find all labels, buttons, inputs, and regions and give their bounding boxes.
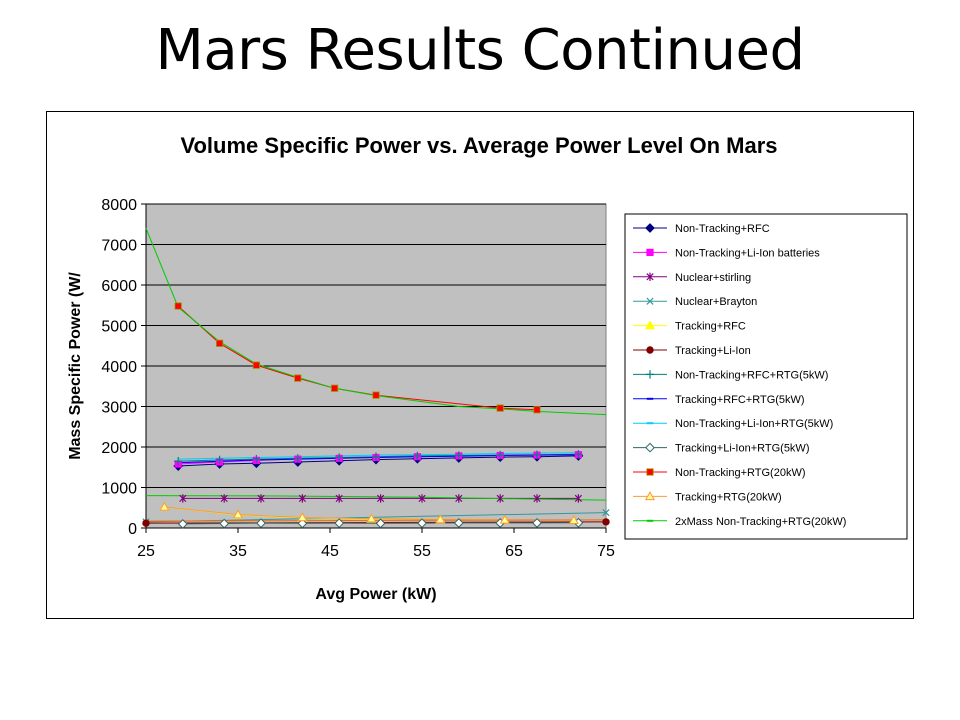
data-point [532, 518, 542, 528]
chart-title: Volume Specific Power vs. Average Power … [180, 133, 777, 158]
data-point [297, 512, 308, 522]
y-axis-title: Mass Specific Power (W/ [67, 272, 84, 460]
legend: Non-Tracking+RFC Non-Tracking+Li-Ion batt… [633, 223, 846, 528]
legend-box [624, 213, 908, 540]
legend-label: Non-Tracking+RTG(20kW) [675, 467, 806, 479]
data-point [646, 468, 654, 476]
data-point [496, 450, 505, 460]
data-point [644, 320, 656, 330]
y-tick-label: 4000 [101, 359, 137, 376]
data-point [257, 494, 265, 503]
data-point [372, 391, 380, 399]
data-point [298, 494, 307, 503]
x-tick-label: 65 [505, 543, 523, 560]
data-point [335, 453, 344, 462]
y-tick-label: 2000 [101, 440, 137, 457]
data-point [602, 508, 610, 517]
data-point [174, 302, 182, 310]
data-point [375, 518, 386, 529]
data-point [455, 494, 463, 503]
data-point [574, 450, 583, 459]
data-point [574, 494, 583, 503]
chart-frame: Volume Specific Power vs. Average Power … [46, 111, 914, 619]
x-tick-label: 45 [321, 543, 339, 560]
data-point [418, 494, 426, 503]
x-tick-label: 35 [229, 543, 247, 560]
data-point [533, 406, 541, 414]
series-markers [142, 302, 610, 529]
data-point [330, 384, 339, 392]
data-point [435, 514, 446, 524]
y-tick-label: 0 [128, 521, 137, 538]
data-point [335, 494, 343, 503]
data-point [646, 297, 654, 305]
data-point [533, 494, 541, 503]
data-point [159, 501, 170, 511]
data-point [294, 374, 302, 382]
legend-label: Non-Tracking+RFC [675, 223, 770, 235]
data-point [232, 509, 244, 519]
data-point [334, 518, 345, 529]
data-point [646, 346, 654, 354]
legend-label: Tracking+RTG(20kW) [675, 491, 782, 503]
legend-label: Non-Tracking+Li-Ion+RTG(5kW) [675, 418, 833, 430]
legend-label: Non-Tracking+RFC+RTG(5kW) [675, 369, 828, 381]
data-point [568, 515, 579, 525]
data-point [256, 518, 266, 529]
data-point [142, 519, 150, 527]
data-point [645, 442, 655, 453]
axes: 0 1000 2000 3000 4000 5000 6000 7000 8000 25 35 45 5… [101, 197, 615, 560]
legend-label: Tracking+Li-Ion+RTG(5kW) [675, 443, 809, 455]
y-tick-label: 5000 [101, 319, 137, 336]
chart-svg: Volume Specific Power vs. Average Power … [67, 133, 908, 603]
x-tick-label: 75 [597, 543, 615, 560]
y-tick-label: 8000 [101, 197, 137, 214]
legend-label: Nuclear+Brayton [675, 296, 757, 308]
data-point [454, 451, 463, 460]
data-point [252, 361, 260, 369]
legend-label: Tracking+Li-Ion [675, 345, 751, 357]
data-point [499, 514, 510, 524]
y-tick-label: 3000 [101, 400, 137, 417]
data-point [252, 454, 261, 464]
data-point [646, 272, 654, 281]
data-point [644, 491, 656, 501]
x-tick-label: 25 [137, 543, 155, 560]
data-point [293, 454, 302, 463]
data-point [179, 494, 187, 503]
data-point [297, 518, 308, 529]
y-tick-label: 7000 [101, 238, 137, 255]
data-point [417, 518, 427, 529]
data-point [215, 339, 224, 347]
legend-label: Tracking+RFC [675, 321, 746, 333]
slide-title: Mars Results Continued [155, 18, 806, 83]
data-point [646, 248, 654, 256]
x-axis-title: Avg Power (kW) [315, 586, 436, 603]
y-tick-label: 1000 [101, 481, 137, 498]
data-point [366, 513, 377, 523]
legend-label: Tracking+RFC+RTG(5kW) [675, 394, 805, 406]
data-point [215, 455, 224, 465]
data-point [496, 494, 504, 503]
data-point [645, 370, 655, 379]
data-point [376, 494, 385, 503]
data-point [602, 518, 610, 526]
data-point [174, 456, 183, 466]
data-point [371, 452, 381, 461]
data-point [220, 494, 228, 503]
legend-label: Non-Tracking+Li-Ion batteries [675, 247, 820, 259]
data-point [219, 518, 230, 529]
legend-label: 2xMass Non-Tracking+RTG(20kW) [675, 516, 846, 528]
data-point [413, 451, 422, 461]
data-point [177, 519, 188, 529]
data-point [496, 404, 504, 412]
legend-label: Nuclear+stirling [675, 272, 751, 284]
x-tick-label: 55 [413, 543, 431, 560]
data-point [645, 223, 655, 233]
y-tick-label: 6000 [101, 278, 137, 295]
data-point [532, 450, 542, 459]
data-point [453, 518, 464, 528]
